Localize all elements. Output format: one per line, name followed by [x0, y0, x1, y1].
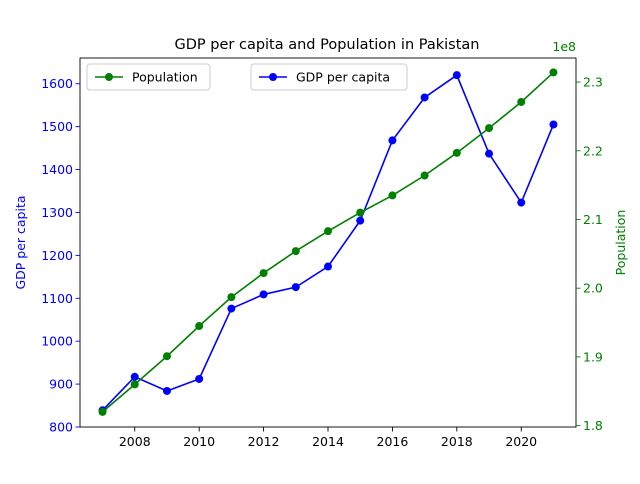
y-right-offset-label: 1e8 — [552, 39, 576, 54]
y-right-tick-label: 1.9 — [583, 349, 603, 364]
y-right-tick-label: 1.8 — [583, 418, 603, 433]
y-left-tick-label: 1100 — [41, 291, 73, 306]
x-tick-label: 2008 — [119, 434, 151, 449]
x-tick-label: 2012 — [248, 434, 280, 449]
y-left-tick-label: 1400 — [41, 162, 73, 177]
x-tick-label: 2014 — [312, 434, 344, 449]
chart-title: GDP per capita and Population in Pakista… — [175, 37, 480, 53]
x-tick-label: 2016 — [377, 434, 409, 449]
data-point-gdp-per-capita — [227, 304, 236, 313]
y-left-tick-label: 1000 — [41, 334, 73, 349]
data-point-population — [291, 247, 300, 256]
y-right-tick-label: 2.1 — [583, 212, 603, 227]
y-left-tick-label: 1300 — [41, 205, 73, 220]
y-left-tick-label: 1500 — [41, 119, 73, 134]
y-left-axis-label: GDP per capita — [13, 195, 28, 289]
data-point-gdp-per-capita — [485, 149, 494, 158]
data-point-population — [162, 352, 171, 361]
y-right-tick-label: 2.2 — [583, 143, 603, 158]
legend-box-population — [86, 63, 211, 91]
data-point-population — [485, 124, 494, 133]
data-point-population — [549, 68, 558, 77]
y-right-tick-label: 2.0 — [583, 281, 603, 296]
data-point-gdp-per-capita — [452, 71, 461, 80]
legend-label-gdp-per-capita: GDP per capita — [296, 70, 390, 85]
data-point-gdp-per-capita — [420, 93, 429, 102]
data-point-population — [227, 293, 236, 302]
y-left-tick-label: 900 — [49, 377, 73, 392]
data-point-population — [130, 380, 139, 389]
data-point-population — [517, 97, 526, 106]
legend-marker-population — [105, 73, 113, 81]
data-point-gdp-per-capita — [162, 386, 171, 395]
data-point-gdp-per-capita — [356, 216, 365, 225]
data-point-population — [98, 407, 107, 416]
data-point-gdp-per-capita — [291, 283, 300, 292]
data-point-gdp-per-capita — [259, 290, 268, 299]
data-point-gdp-per-capita — [195, 374, 204, 383]
y-right-tick-label: 2.3 — [583, 75, 603, 90]
data-point-gdp-per-capita — [388, 136, 397, 145]
x-tick-label: 2018 — [441, 434, 473, 449]
data-point-gdp-per-capita — [549, 120, 558, 129]
data-point-gdp-per-capita — [517, 198, 526, 207]
data-point-gdp-per-capita — [130, 372, 139, 381]
data-point-population — [195, 321, 204, 330]
data-point-population — [388, 191, 397, 200]
x-tick-label: 2010 — [183, 434, 215, 449]
y-left-tick-label: 800 — [49, 420, 73, 435]
y-left-tick-label: 1600 — [41, 76, 73, 91]
data-point-population — [420, 171, 429, 180]
legend-label-population: Population — [132, 70, 198, 85]
x-tick-label: 2020 — [505, 434, 537, 449]
data-point-population — [452, 148, 461, 157]
y-right-axis-label: Population — [613, 210, 628, 276]
data-point-gdp-per-capita — [324, 262, 332, 271]
data-point-population — [259, 269, 268, 278]
y-left-tick-label: 1200 — [41, 248, 73, 263]
legend-box-gdp-per-capita — [250, 63, 408, 91]
data-point-population — [356, 208, 365, 217]
data-point-population — [324, 227, 332, 236]
legend-marker-gdp-per-capita — [269, 73, 277, 81]
